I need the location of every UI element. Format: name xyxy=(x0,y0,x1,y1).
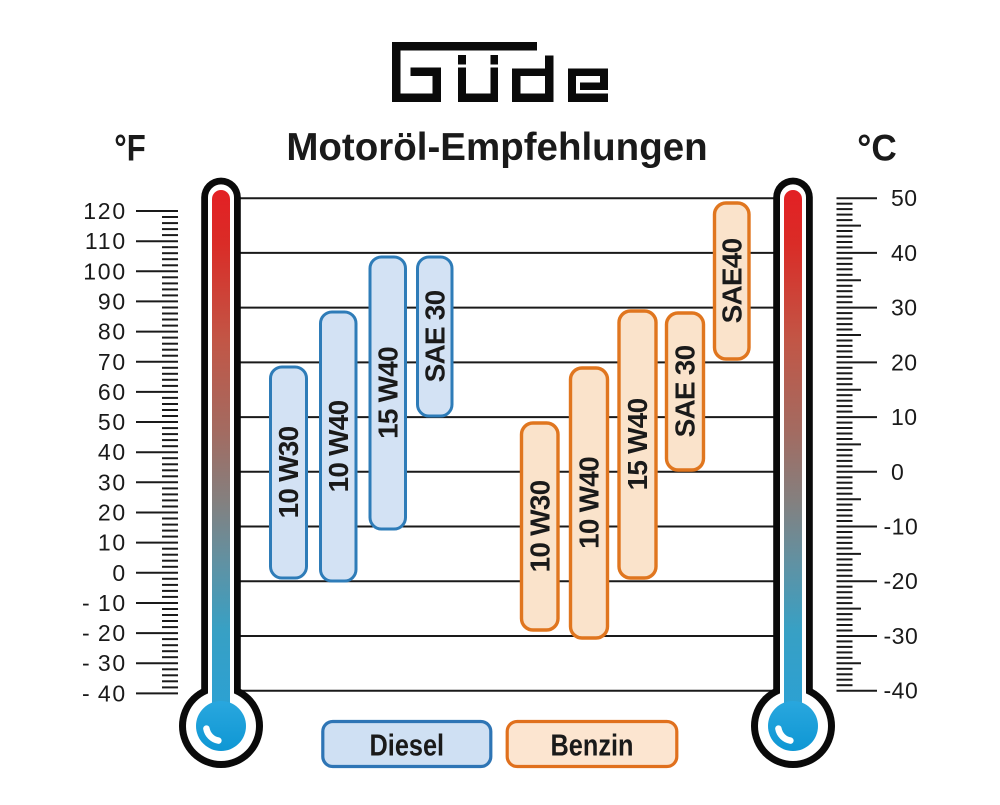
svg-text:50: 50 xyxy=(891,185,918,211)
svg-text:15 W40: 15 W40 xyxy=(372,347,403,439)
svg-text:Motoröl-Empfehlungen: Motoröl-Empfehlungen xyxy=(286,126,707,169)
svg-text:SAE 30: SAE 30 xyxy=(670,345,701,437)
svg-text:-40: -40 xyxy=(884,678,919,704)
svg-text:10 W40: 10 W40 xyxy=(574,457,605,549)
svg-text:- 20: - 20 xyxy=(82,620,127,646)
svg-text:0: 0 xyxy=(112,560,127,586)
svg-text:60: 60 xyxy=(98,379,127,405)
svg-text:Diesel: Diesel xyxy=(370,728,445,762)
svg-text:110: 110 xyxy=(85,228,127,254)
svg-text:10: 10 xyxy=(98,530,127,556)
svg-text:- 10: - 10 xyxy=(82,590,127,616)
svg-text:- 30: - 30 xyxy=(82,650,127,676)
svg-text:-30: -30 xyxy=(884,623,919,649)
svg-text:10 W30: 10 W30 xyxy=(524,480,555,572)
svg-text:0: 0 xyxy=(891,459,904,485)
svg-text:40: 40 xyxy=(891,240,918,266)
svg-text:120: 120 xyxy=(83,198,127,224)
svg-text:50: 50 xyxy=(98,409,127,435)
svg-text:100: 100 xyxy=(83,258,127,284)
svg-text:40: 40 xyxy=(98,439,127,465)
svg-text:-10: -10 xyxy=(884,514,919,540)
svg-text:10: 10 xyxy=(891,404,918,430)
svg-text:10 W40: 10 W40 xyxy=(323,400,354,492)
svg-text:- 40: - 40 xyxy=(82,680,127,706)
svg-text:°F: °F xyxy=(114,128,145,169)
svg-text:30: 30 xyxy=(891,295,918,321)
svg-text:SAE 30: SAE 30 xyxy=(419,290,450,382)
svg-text:Benzin: Benzin xyxy=(551,728,634,762)
svg-text:20: 20 xyxy=(98,500,127,526)
svg-text:90: 90 xyxy=(98,288,127,314)
svg-text:30: 30 xyxy=(98,469,127,495)
svg-text:°C: °C xyxy=(857,127,896,169)
svg-text:15 W40: 15 W40 xyxy=(622,398,653,490)
svg-text:80: 80 xyxy=(98,319,127,345)
svg-text:70: 70 xyxy=(98,349,127,375)
svg-text:-20: -20 xyxy=(884,568,919,594)
svg-text:10 W30: 10 W30 xyxy=(273,426,304,518)
svg-text:SAE40: SAE40 xyxy=(716,238,747,323)
svg-text:20: 20 xyxy=(891,349,918,375)
